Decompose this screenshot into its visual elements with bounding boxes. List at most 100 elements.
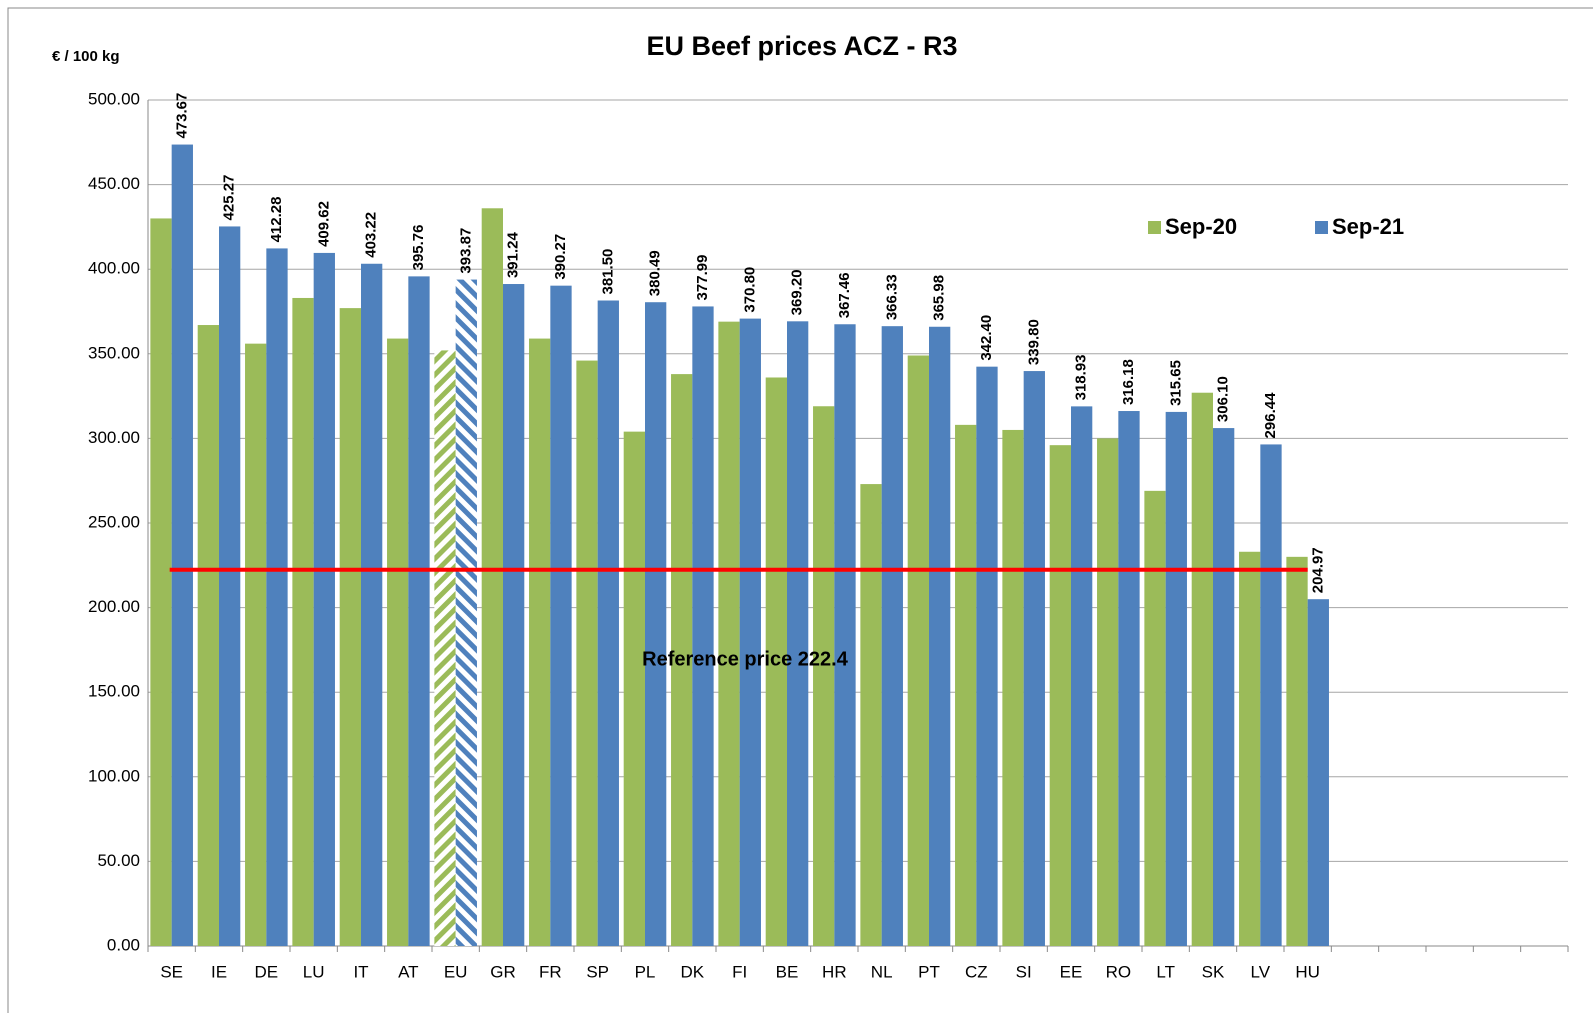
value-label: 366.33 <box>883 274 900 320</box>
bar <box>623 431 645 947</box>
value-label: 369.20 <box>789 269 806 315</box>
bar <box>645 302 667 946</box>
value-label: 204.97 <box>1309 547 1326 593</box>
y-tick-label: 350.00 <box>88 343 140 362</box>
bar <box>929 326 951 946</box>
value-label: 318.93 <box>1073 354 1090 400</box>
bar <box>576 360 598 946</box>
x-tick-label: IE <box>211 962 227 981</box>
x-tick-label: HR <box>822 962 847 981</box>
bar <box>787 321 809 946</box>
bar <box>955 424 977 946</box>
legend-label: Sep-20 <box>1165 214 1237 239</box>
bar <box>1286 556 1308 946</box>
bar <box>671 374 693 946</box>
bar <box>313 252 335 946</box>
bar <box>1191 392 1213 946</box>
bar <box>339 308 361 947</box>
y-tick-label: 400.00 <box>88 259 140 278</box>
x-tick-label: DE <box>255 962 279 981</box>
x-tick-label: BE <box>776 962 799 981</box>
bar <box>529 338 551 946</box>
bar <box>976 366 998 947</box>
x-tick-label: SK <box>1202 962 1225 981</box>
value-label: 377.99 <box>694 255 711 301</box>
y-tick-label: 300.00 <box>88 428 140 447</box>
x-tick-label: AT <box>398 962 418 981</box>
legend-swatch <box>1315 221 1328 234</box>
bar <box>197 325 219 946</box>
bar <box>1213 428 1235 946</box>
bar <box>266 248 288 946</box>
bar <box>503 284 525 946</box>
y-tick-label: 250.00 <box>88 512 140 531</box>
bar <box>1260 444 1282 946</box>
x-tick-label: PL <box>635 962 656 981</box>
value-label: 342.40 <box>978 315 995 361</box>
value-label: 339.80 <box>1025 319 1042 365</box>
y-tick-label: 200.00 <box>88 597 140 616</box>
bar <box>434 350 456 946</box>
x-tick-label: SP <box>586 962 609 981</box>
bar <box>1307 599 1329 946</box>
bar <box>387 338 409 946</box>
x-tick-label: DK <box>681 962 705 981</box>
bar <box>245 343 267 946</box>
value-label: 425.27 <box>221 175 238 221</box>
x-tick-label: EE <box>1060 962 1083 981</box>
x-tick-label: FI <box>732 962 747 981</box>
y-tick-label: 100.00 <box>88 766 140 785</box>
value-label: 380.49 <box>647 250 664 296</box>
value-label: 367.46 <box>836 272 853 318</box>
x-tick-label: RO <box>1106 962 1132 981</box>
x-tick-label: SE <box>160 962 183 981</box>
y-tick-label: 0.00 <box>107 935 140 954</box>
y-tick-label: 50.00 <box>97 851 140 870</box>
y-axis-label: € / 100 kg <box>52 48 120 65</box>
bar <box>907 355 929 946</box>
reference-label: Reference price 222.4 <box>642 648 849 670</box>
value-label: 391.24 <box>505 231 522 278</box>
chart-title: EU Beef prices ACZ - R3 <box>646 31 957 61</box>
bar <box>550 285 572 946</box>
bar <box>361 263 383 946</box>
bar <box>1002 429 1024 946</box>
value-label: 381.50 <box>599 249 616 295</box>
bar <box>692 306 714 946</box>
value-label: 370.80 <box>741 267 758 313</box>
bar <box>292 297 314 946</box>
x-tick-label: LV <box>1251 962 1271 981</box>
bar <box>408 276 430 946</box>
bar <box>881 326 903 946</box>
x-tick-label: EU <box>444 962 468 981</box>
bar <box>765 377 787 946</box>
bar <box>455 279 477 946</box>
bar <box>834 324 856 946</box>
bar <box>860 484 882 946</box>
x-tick-label: GR <box>490 962 516 981</box>
value-label: 393.87 <box>457 228 474 274</box>
bar <box>1118 411 1140 946</box>
x-tick-label: LT <box>1156 962 1175 981</box>
bar <box>739 318 761 946</box>
bar <box>1239 551 1261 946</box>
x-tick-label: PT <box>918 962 940 981</box>
value-label: 390.27 <box>552 234 569 280</box>
bar <box>1049 445 1071 946</box>
bar <box>1071 406 1093 946</box>
value-label: 412.28 <box>268 197 285 243</box>
bar <box>1023 371 1045 946</box>
x-tick-label: NL <box>871 962 893 981</box>
x-tick-label: CZ <box>965 962 988 981</box>
bar <box>718 321 740 947</box>
y-tick-label: 500.00 <box>88 89 140 108</box>
value-label: 365.98 <box>931 275 948 321</box>
bar <box>597 300 619 946</box>
bar <box>171 144 193 946</box>
x-tick-label: FR <box>539 962 562 981</box>
value-label: 306.10 <box>1215 376 1232 422</box>
x-tick-label: SI <box>1016 962 1032 981</box>
x-tick-label: HU <box>1295 962 1320 981</box>
